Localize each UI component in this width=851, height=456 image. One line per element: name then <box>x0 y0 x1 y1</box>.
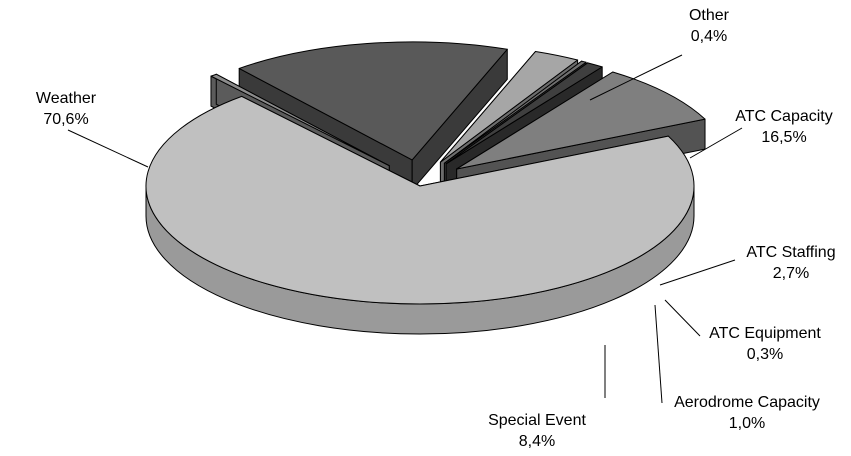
slice-label-other: Other 0,4% <box>689 7 730 45</box>
pie-slice-weather <box>145 95 695 305</box>
slice-label-name-special-event: Special Event <box>488 412 586 429</box>
slice-label-atc-capacity: ATC Capacity 16,5% <box>735 108 833 146</box>
leader-line-weather <box>67 129 149 168</box>
pie-slice-other <box>210 73 390 167</box>
leader-line-other <box>589 54 683 101</box>
slice-label-value-atc-capacity: 16,5% <box>761 129 806 146</box>
slice-label-atc-staffing: ATC Staffing 2,7% <box>746 244 835 282</box>
slice-label-value-aerodrome-capacity: 1,0% <box>729 415 765 432</box>
pie-slice-special-event <box>456 71 706 170</box>
slice-label-value-atc-staffing: 2,7% <box>773 265 809 282</box>
pie-slice-atc-staffing <box>439 50 579 163</box>
slice-label-value-atc-equipment: 0,3% <box>747 346 783 363</box>
slice-label-name-atc-capacity: ATC Capacity <box>735 108 833 125</box>
leader-line-aerodrome-capacity <box>654 304 663 404</box>
pie-slice-atc-capacity <box>238 41 508 161</box>
slice-label-aerodrome-capacity: Aerodrome Capacity 1,0% <box>674 394 820 432</box>
slice-label-name-atc-equipment: ATC Equipment <box>709 325 821 342</box>
pie-slice-tops <box>145 41 706 305</box>
slice-label-name-atc-staffing: ATC Staffing <box>746 244 835 261</box>
slice-label-value-special-event: 8,4% <box>519 433 555 450</box>
slice-label-value-weather: 70,6% <box>43 111 88 128</box>
pie-slice-aerodrome-capacity <box>445 62 603 165</box>
slice-labels: Weather 70,6%Other 0,4%ATC Capacity 16,5%AT… <box>36 7 836 450</box>
slice-label-special-event: Special Event 8,4% <box>488 412 586 450</box>
slice-label-atc-equipment: ATC Equipment 0,3% <box>709 325 821 363</box>
slice-label-name-other: Other <box>689 7 730 24</box>
leader-line-atc-capacity <box>689 127 743 159</box>
leader-line-atc-equipment <box>664 299 701 337</box>
slice-label-value-other: 0,4% <box>691 28 727 45</box>
slice-label-name-weather: Weather <box>36 90 97 107</box>
label-leader-lines <box>67 54 743 404</box>
slice-label-name-aerodrome-capacity: Aerodrome Capacity <box>674 394 820 411</box>
pie-slice-atc-equipment <box>443 60 587 164</box>
leader-line-atc-staffing <box>659 259 736 286</box>
slice-label-weather: Weather 70,6% <box>36 90 97 128</box>
